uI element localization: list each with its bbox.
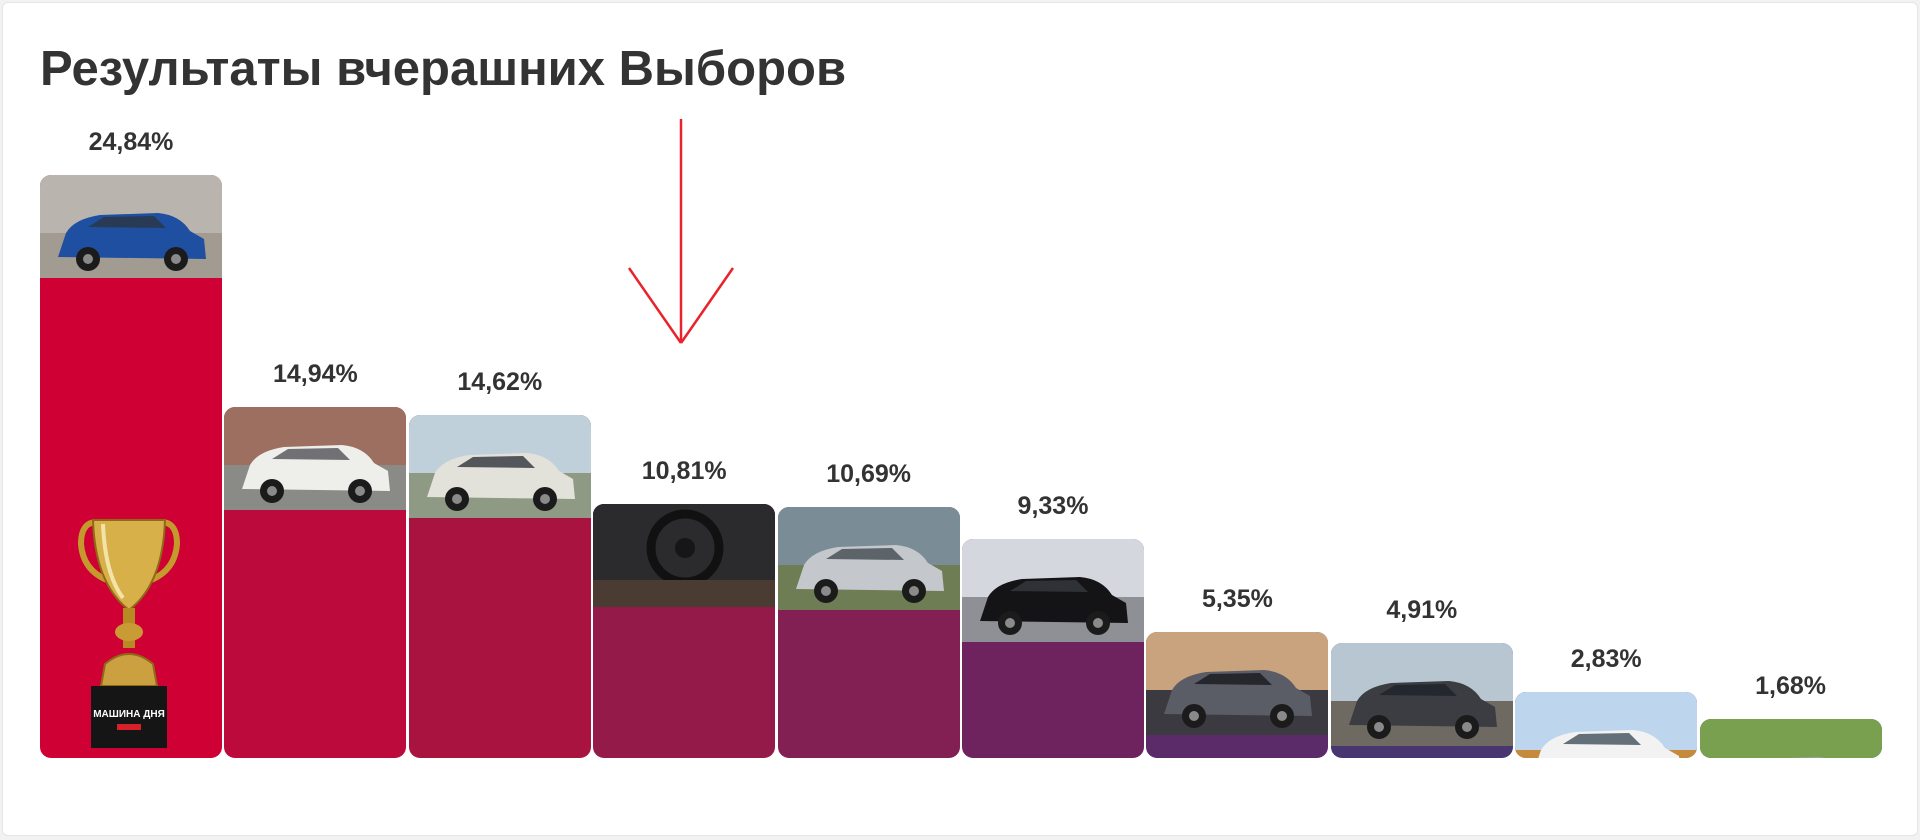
bar-3	[408, 414, 591, 758]
percent-label-7: 5,35%	[1201, 585, 1273, 614]
bar-5	[777, 507, 960, 758]
blue-suv-photo[interactable]	[40, 175, 222, 278]
bar-10	[1699, 718, 1882, 758]
page-title: Результаты вчерашних Выборов	[40, 42, 847, 96]
bar-2	[224, 407, 407, 758]
black-sedan-photo[interactable]	[962, 539, 1144, 643]
percent-label-5: 10,69%	[826, 460, 911, 489]
bar-chart: 24,84% 14,94% 14,62% 10,81% 10,69% 9,33% 5,35%…	[3, 3, 1917, 835]
silver-suv-photo[interactable]	[1699, 718, 1882, 758]
white-sedan-photo[interactable]	[224, 407, 407, 511]
bar-4	[593, 504, 776, 758]
white-hatchback-photo[interactable]	[408, 414, 591, 518]
trophy-label: МАШИНА ДНЯ	[93, 709, 165, 720]
percent-label-1: 24,84%	[88, 128, 174, 156]
bar-1	[40, 175, 222, 758]
bar-8	[1330, 642, 1513, 758]
car-interior-photo[interactable]	[593, 504, 776, 608]
white-crossover-photo[interactable]	[1515, 691, 1698, 758]
trophy-icon: МАШИНА ДНЯ	[77, 519, 181, 748]
percent-label-2: 14,94%	[272, 360, 358, 389]
dark-crossover-photo[interactable]	[1146, 632, 1329, 736]
bar-7	[1146, 632, 1329, 758]
bar-6	[962, 539, 1144, 758]
bar-9	[1515, 691, 1698, 758]
percent-label-4: 10,81%	[641, 457, 727, 486]
percent-label-8: 4,91%	[1386, 595, 1458, 624]
percent-label-6: 9,33%	[1017, 492, 1089, 521]
percent-label-10: 1,68%	[1755, 671, 1827, 700]
gray-wagon-photo[interactable]	[1330, 642, 1513, 746]
percent-label-3: 14,62%	[457, 367, 543, 396]
silver-sedan-photo[interactable]	[777, 507, 960, 611]
percent-label-9: 2,83%	[1570, 644, 1642, 673]
arrow-down-icon	[627, 119, 735, 344]
